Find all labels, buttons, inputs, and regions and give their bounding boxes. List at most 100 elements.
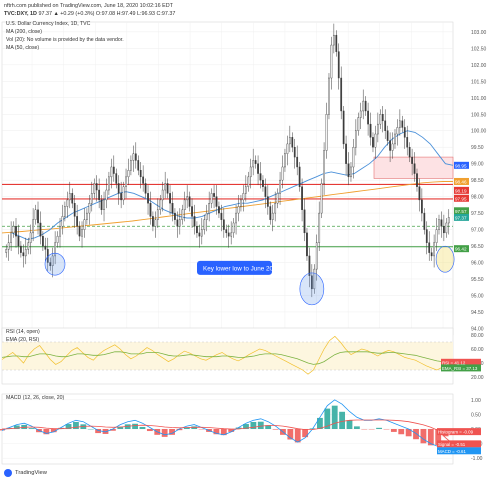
candle <box>413 163 416 174</box>
histogram-bar <box>176 429 183 431</box>
candle <box>64 206 66 217</box>
histogram-bar <box>331 405 338 429</box>
y-tick-label: 95.00 <box>471 293 484 299</box>
candle <box>281 166 284 181</box>
candle <box>154 219 157 227</box>
candle <box>391 143 394 151</box>
candle <box>423 212 426 230</box>
y-tick-label: 101.00 <box>471 96 487 102</box>
candle <box>15 226 17 237</box>
histogram-bar <box>302 429 309 438</box>
candle <box>81 229 83 237</box>
histogram-bar <box>435 429 442 446</box>
histogram-bar <box>220 429 227 436</box>
candle <box>274 203 277 214</box>
candle <box>191 206 193 217</box>
y-tick-label: 100.00 <box>471 129 487 135</box>
candle <box>325 114 328 151</box>
candle <box>403 127 406 138</box>
candle <box>406 137 409 148</box>
candles <box>5 23 450 298</box>
candle <box>178 219 181 227</box>
candle <box>318 212 321 243</box>
price-chart[interactable]: 103.00 102.50 102.00 101.50 101.00 100.50 100.… <box>0 20 490 342</box>
highlight-circle-center <box>299 272 325 306</box>
candle <box>59 226 61 237</box>
price-label-tag <box>454 213 469 221</box>
tradingview-icon <box>4 469 12 477</box>
candle <box>20 245 22 253</box>
candle <box>142 176 145 184</box>
tradingview-logo[interactable]: TradingView <box>4 469 47 477</box>
histogram-bar <box>28 428 35 429</box>
candle <box>350 166 352 178</box>
candle <box>247 176 250 187</box>
candle <box>171 203 174 214</box>
candle <box>132 153 135 161</box>
candle <box>308 255 311 276</box>
candle <box>34 209 37 220</box>
candle <box>213 193 215 197</box>
macd-badge <box>437 447 481 455</box>
candle <box>112 166 115 174</box>
candle <box>244 186 247 194</box>
candle <box>354 130 357 148</box>
ma200-label: MA (200, close) <box>6 29 43 35</box>
resistance-box <box>373 156 454 179</box>
candle <box>203 219 206 230</box>
candle <box>186 196 189 201</box>
y-tick-label: 94.00 <box>471 326 484 332</box>
y-tick-label: 102.50 <box>471 46 487 52</box>
macd-tick-label: -1.00 <box>471 456 483 462</box>
candle <box>359 110 362 118</box>
candle <box>93 183 96 194</box>
candle <box>330 44 333 79</box>
candle <box>117 183 120 194</box>
candle <box>259 173 262 181</box>
candle <box>88 203 91 214</box>
rsi-ema-badge-text: EMA_RSI = 37.13 <box>442 366 478 371</box>
annotation-text: Key lower low to June 2019 <box>203 265 281 272</box>
histogram-bar <box>405 429 412 437</box>
candle <box>76 216 79 227</box>
candle <box>291 137 294 148</box>
price-label-text: 98.95 <box>455 163 467 168</box>
histogram-bar <box>161 429 168 437</box>
candle <box>372 137 374 148</box>
macd-badge-text: MACD = -0.61 <box>438 449 466 454</box>
candle <box>10 232 12 243</box>
candle <box>156 209 159 220</box>
candle <box>332 34 335 46</box>
candle <box>210 193 213 204</box>
candle <box>284 153 286 168</box>
candle <box>176 219 179 227</box>
candle <box>445 222 448 234</box>
candle <box>438 219 440 230</box>
highlight-circle-right <box>435 245 455 273</box>
candle <box>103 199 105 210</box>
histogram-bar <box>353 426 360 429</box>
candle <box>306 232 308 257</box>
candle <box>222 219 225 230</box>
y-tick-label: 102.00 <box>471 63 487 69</box>
candle <box>227 232 230 237</box>
price-label-text: 96.42 <box>455 247 467 252</box>
candle <box>293 146 296 158</box>
candle <box>320 183 323 214</box>
candle <box>61 216 64 227</box>
macd-tick-label: 0.50 <box>471 412 481 418</box>
candle <box>152 216 154 227</box>
candle <box>303 209 306 234</box>
candle <box>232 222 235 234</box>
rsi-label: RSI (14, open) <box>6 329 40 335</box>
price-label-tag <box>454 207 469 215</box>
histogram-bar <box>420 429 427 444</box>
histogram-bar <box>390 429 397 432</box>
candle <box>384 120 387 131</box>
histogram-bar <box>139 426 146 429</box>
candle <box>328 77 330 115</box>
histogram-bar <box>243 424 249 429</box>
candle <box>147 193 149 204</box>
